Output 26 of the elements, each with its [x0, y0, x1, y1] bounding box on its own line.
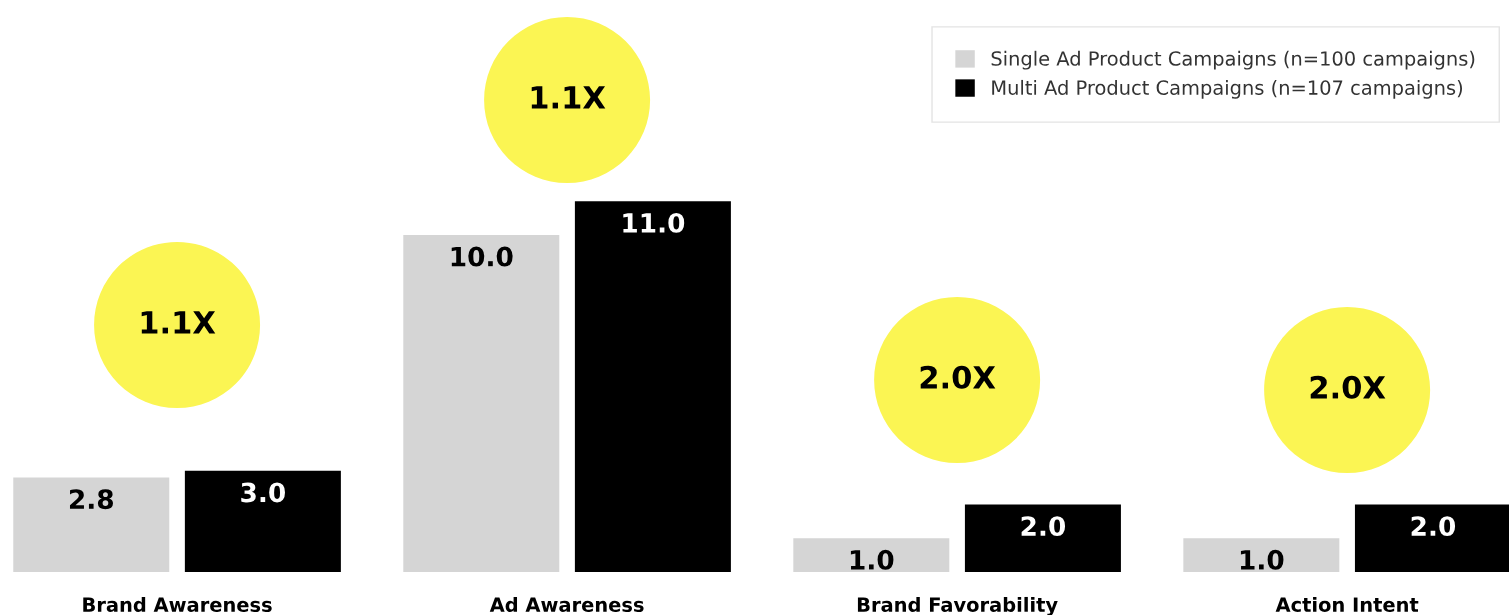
annotation: 1.1X: [141, 311, 216, 334]
text: 1.1X: [531, 86, 606, 109]
x-tick-label: Action Intent: [1275, 596, 1419, 612]
data-label: 2.0: [1021, 516, 1066, 537]
bar: [13, 477, 170, 572]
legend-label: Multi Ad Product Campaigns (n=107 campaigns): [992, 79, 1463, 99]
annotation: 2.0X: [920, 365, 996, 389]
data-label: 3.0: [241, 482, 285, 503]
data-label: 10.0: [451, 246, 513, 267]
data-label: 1.0: [850, 549, 894, 570]
x-tick-label: Brand Awareness: [83, 596, 272, 612]
bar: [1183, 538, 1340, 572]
annotation: 2.0X: [1310, 375, 1386, 399]
data-label: 11.0: [623, 212, 685, 233]
legend-label: Single Ad Product Campaigns (n=100 campaigns): [991, 50, 1475, 70]
data-label: 1.0: [1240, 549, 1284, 570]
bar: [793, 538, 950, 572]
bar: [574, 201, 731, 572]
bar: [1354, 504, 1509, 572]
x-tick-label: Ad Awareness: [489, 596, 644, 612]
x-tick-label: Brand Favorability: [857, 596, 1058, 615]
data-label: 2.0: [1411, 516, 1456, 537]
bar: [403, 235, 560, 572]
data-label: 2.8: [69, 489, 113, 510]
bar: [964, 504, 1121, 572]
bar: [184, 470, 341, 572]
